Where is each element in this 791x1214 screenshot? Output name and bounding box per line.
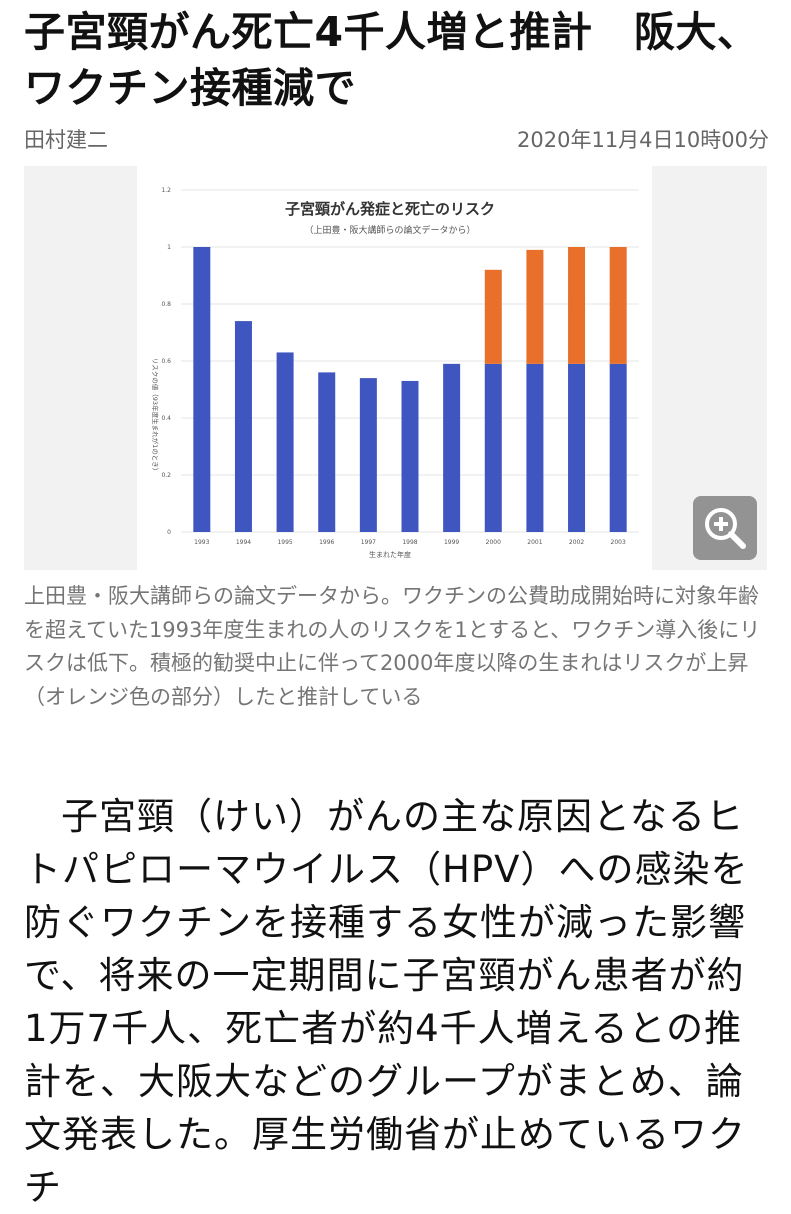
x-tick-label: 1999 [444,539,459,546]
x-tick-label: 1993 [194,539,209,546]
risk-chart: 0 0.2 0.4 0.6 0.8 1 1.2 1993 1994 1995 1996 1997 199… [151,187,639,559]
x-axis-label: 生まれた年度 [369,550,411,559]
bar-base-risk [526,363,544,532]
x-tick-label: 1996 [319,539,334,546]
y-tick-label: 1 [167,244,171,251]
y-axis-label: リスクの値（93年度生まれが1のとき） [151,358,160,474]
article-body: 子宮頸（けい）がんの主な原因となるヒトパピローマウイルス（HPV）への感染を防ぐ… [24,795,749,1209]
chart-image: 0 0.2 0.4 0.6 0.8 1 1.2 1993 1994 1995 1996 1997 199… [137,166,652,570]
x-tick-label: 2002 [569,539,584,546]
chart-subtitle: （上田豊・阪大講師らの論文データから） [304,224,475,236]
byline: 田村建二 2020年11月4日10時00分 [24,124,769,156]
zoom-button[interactable] [693,496,757,560]
chart-title: 子宮頸がん発症と死亡のリスク [285,200,495,218]
bar-base-risk [234,321,252,532]
x-tick-label: 1994 [236,539,251,546]
x-tick-label: 1997 [361,539,376,546]
x-tick-label: 2003 [611,539,626,546]
bar-base-risk [443,363,461,532]
y-tick-label: 0.4 [161,415,171,422]
y-tick-label: 0.2 [161,472,171,479]
bar-base-risk [401,380,419,532]
bar-base-risk [359,378,377,532]
bar-added-risk [568,247,586,364]
bar-base-risk [193,247,211,532]
zoom-in-icon [705,508,746,549]
y-tick-label: 0.6 [161,358,171,365]
y-tick-label: 0 [167,529,171,536]
bar-added-risk [526,249,544,364]
bar-added-risk [484,269,502,364]
bar-base-risk [276,352,294,532]
bar-added-risk [609,247,627,364]
bar-base-risk [568,363,586,532]
x-tick-label: 1998 [402,539,417,546]
author-name: 田村建二 [24,128,108,152]
y-tick-label: 1.2 [161,187,171,194]
article-figure[interactable]: 0 0.2 0.4 0.6 0.8 1 1.2 1993 1994 1995 1996 1997 199… [24,166,767,570]
publish-date: 2020年11月4日10時00分 [517,128,769,152]
bar-base-risk [484,363,502,532]
x-tick-label: 1995 [277,539,292,546]
bar-base-risk [318,372,336,532]
y-tick-label: 0.8 [161,301,171,308]
x-tick-label: 2000 [486,539,501,546]
figure-caption: 上田豊・阪大講師らの論文データから。ワクチンの公費助成開始時に対象年齢を超えてい… [24,584,761,709]
x-tick-label: 2001 [527,539,542,546]
article-title: 子宮頸がん死亡4千人増と推計 阪大、ワクチン接種減で [24,8,759,112]
bar-base-risk [609,363,627,532]
